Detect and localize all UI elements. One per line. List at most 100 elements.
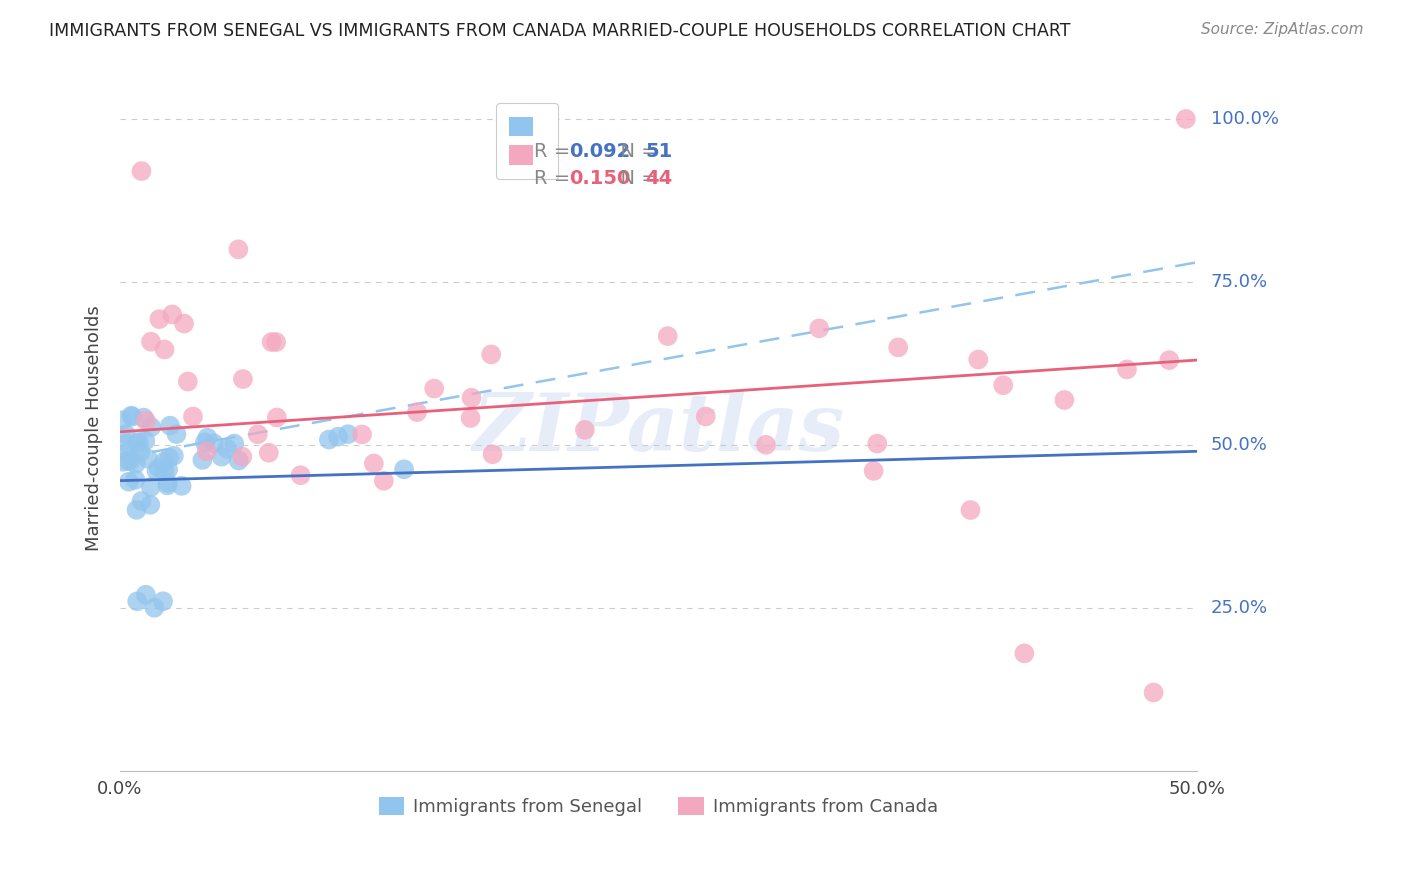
Point xyxy=(195,444,218,458)
Point xyxy=(373,474,395,488)
Point xyxy=(181,409,204,424)
Point xyxy=(257,446,280,460)
Point xyxy=(228,242,250,256)
Point xyxy=(862,464,884,478)
Point xyxy=(117,454,139,468)
Point xyxy=(153,343,176,357)
Point xyxy=(120,454,142,468)
Text: ZIPatlas: ZIPatlas xyxy=(472,390,845,467)
Point xyxy=(131,164,153,178)
Point xyxy=(695,409,717,424)
Point xyxy=(215,442,238,456)
Point xyxy=(111,455,134,469)
Point xyxy=(129,445,152,459)
Point xyxy=(423,382,446,396)
Text: 100.0%: 100.0% xyxy=(1211,110,1278,128)
Text: N =: N = xyxy=(607,169,664,188)
Point xyxy=(135,414,157,428)
Point xyxy=(1116,362,1139,376)
Point xyxy=(128,434,150,449)
Point xyxy=(159,418,181,433)
Point xyxy=(1142,685,1164,699)
Point xyxy=(202,436,225,450)
Point xyxy=(887,340,910,354)
Point xyxy=(125,503,148,517)
Point xyxy=(260,334,283,349)
Point xyxy=(232,372,254,386)
Text: 75.0%: 75.0% xyxy=(1211,273,1268,291)
Point xyxy=(157,450,180,465)
Point xyxy=(866,436,889,450)
Point xyxy=(266,410,288,425)
Point xyxy=(363,457,385,471)
Point xyxy=(160,308,183,322)
Point xyxy=(148,460,170,475)
Point xyxy=(224,436,246,450)
Point xyxy=(115,427,138,442)
Point xyxy=(337,427,360,442)
Point xyxy=(177,375,200,389)
Point xyxy=(156,475,179,490)
Point xyxy=(127,594,149,608)
Point xyxy=(156,478,179,492)
Point xyxy=(406,405,429,419)
Point xyxy=(246,427,269,442)
Point xyxy=(125,436,148,450)
Point xyxy=(318,433,340,447)
Point xyxy=(657,329,679,343)
Point xyxy=(135,588,157,602)
Point xyxy=(118,475,141,489)
Point xyxy=(191,453,214,467)
Point xyxy=(211,450,233,464)
Point xyxy=(139,334,162,349)
Text: 51: 51 xyxy=(645,142,672,161)
Point xyxy=(460,391,482,405)
Point xyxy=(153,465,176,479)
Text: 0.150: 0.150 xyxy=(569,169,630,188)
Point xyxy=(163,449,186,463)
Text: IMMIGRANTS FROM SENEGAL VS IMMIGRANTS FROM CANADA MARRIED-COUPLE HOUSEHOLDS CORR: IMMIGRANTS FROM SENEGAL VS IMMIGRANTS FR… xyxy=(49,22,1071,40)
Point xyxy=(808,321,831,335)
Point xyxy=(124,473,146,487)
Point xyxy=(1174,112,1197,126)
Point xyxy=(153,455,176,469)
Point xyxy=(959,503,981,517)
Point xyxy=(1053,392,1076,407)
Point xyxy=(195,431,218,445)
Text: R =: R = xyxy=(534,169,576,188)
Point xyxy=(326,430,349,444)
Text: N =: N = xyxy=(607,142,664,161)
Point xyxy=(194,435,217,450)
Point xyxy=(139,498,162,512)
Point xyxy=(392,462,415,476)
Text: R =: R = xyxy=(534,142,576,161)
Point xyxy=(125,457,148,471)
Text: 0.092: 0.092 xyxy=(569,142,630,161)
Point xyxy=(1014,646,1036,660)
Y-axis label: Married-couple Households: Married-couple Households xyxy=(86,306,103,551)
Point xyxy=(1159,353,1181,368)
Point xyxy=(290,468,312,483)
Point xyxy=(141,420,163,434)
Point xyxy=(121,409,143,424)
Text: 50.0%: 50.0% xyxy=(1211,436,1267,454)
Point xyxy=(166,427,188,442)
Point xyxy=(157,462,180,476)
Point xyxy=(139,480,162,494)
Point xyxy=(479,347,502,361)
Point xyxy=(145,464,167,478)
Point xyxy=(170,479,193,493)
Point xyxy=(481,447,503,461)
Point xyxy=(152,594,174,608)
Point xyxy=(228,453,250,467)
Point xyxy=(131,494,153,508)
Point xyxy=(111,413,134,427)
Point xyxy=(115,445,138,459)
Point xyxy=(173,317,195,331)
Point xyxy=(120,409,142,423)
Legend: Immigrants from Senegal, Immigrants from Canada: Immigrants from Senegal, Immigrants from… xyxy=(371,789,945,823)
Point xyxy=(350,427,373,442)
Point xyxy=(993,378,1015,392)
Text: 25.0%: 25.0% xyxy=(1211,599,1268,616)
Point xyxy=(231,450,253,464)
